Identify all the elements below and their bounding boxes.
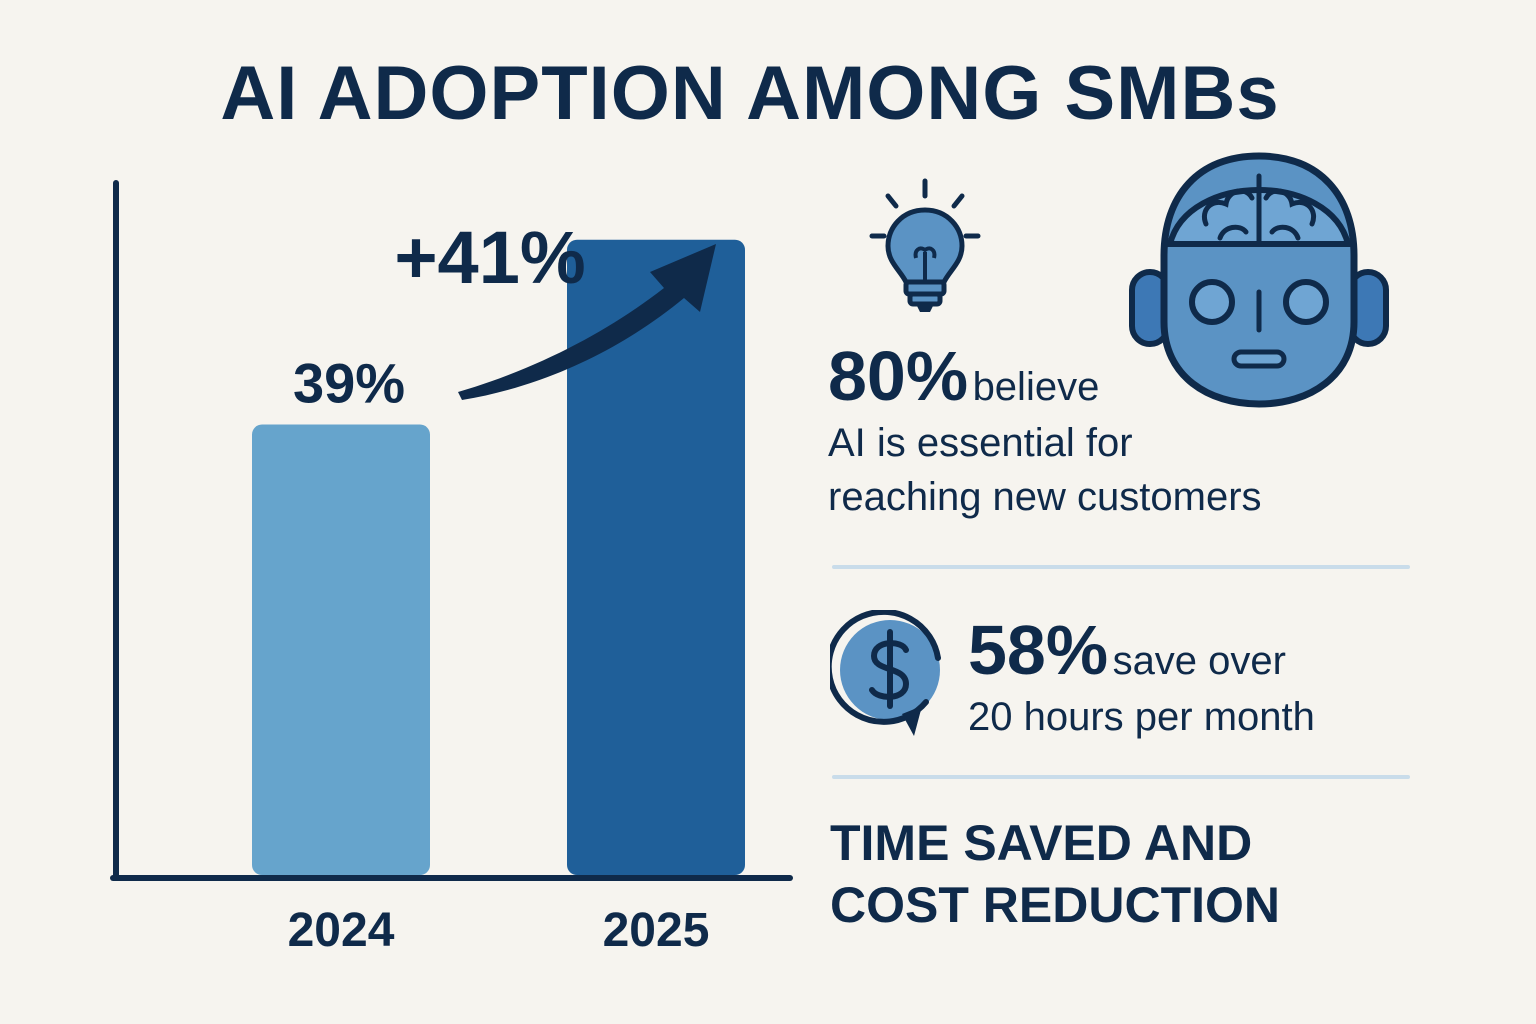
divider [832, 775, 1410, 779]
robot-head-icon [1129, 152, 1389, 408]
footer-line-1: TIME SAVED AND [830, 815, 1253, 871]
bar-chart: 39% 2024 2025 +41% [110, 180, 793, 957]
bar-2025 [567, 239, 745, 875]
lightbulb-icon [869, 178, 981, 312]
x-tick-2025: 2025 [603, 904, 710, 957]
x-tick-2024: 2024 [288, 904, 395, 957]
footer-heading: TIME SAVED AND COST REDUCTION [830, 812, 1280, 936]
stat-customers-line3: reaching new customers [828, 475, 1262, 519]
growth-arrow [458, 244, 716, 400]
stat-time-saved-line2: 20 hours per month [968, 695, 1315, 739]
stat-time-saved-lead: save over [1112, 639, 1286, 683]
stat-customers: 80% believe AI is essential for reaching… [828, 336, 1388, 524]
stat-time-saved-value: 58% [968, 611, 1109, 689]
growth-annotation: +41% [394, 216, 585, 299]
stat-customers-value: 80% [828, 337, 969, 415]
page-title: AI ADOPTION AMONG SMBs [220, 51, 1280, 136]
footer-line-2: COST REDUCTION [830, 877, 1280, 933]
dollar-cycle-icon [830, 610, 941, 736]
stat-time-saved: 58% save over 20 hours per month [968, 610, 1408, 744]
bar-2024-value-label: 39% [293, 352, 405, 415]
stat-customers-lead: believe [972, 365, 1100, 409]
stat-customers-line2: AI is essential for [828, 421, 1133, 465]
bar-2024 [252, 424, 430, 875]
divider [832, 565, 1410, 569]
